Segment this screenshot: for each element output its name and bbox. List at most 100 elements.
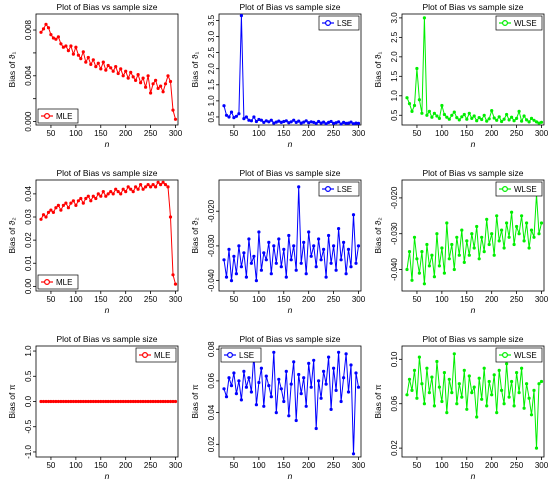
data-point — [297, 185, 301, 189]
data-point — [126, 76, 130, 80]
y-tick-label: 1.5 — [390, 70, 399, 82]
data-point — [237, 244, 241, 248]
data-point — [307, 121, 311, 125]
data-point — [517, 232, 521, 236]
y-tick-label: 1.0 — [24, 345, 33, 357]
data-point — [144, 85, 148, 89]
data-point — [66, 206, 70, 210]
chart-title: Plot of Bias vs sample size — [422, 334, 523, 344]
data-point — [149, 399, 153, 404]
data-point — [492, 373, 496, 377]
data-point — [532, 388, 536, 392]
data-point — [344, 272, 348, 276]
x-tick-label: 250 — [327, 295, 341, 304]
legend-box — [495, 15, 543, 31]
x-tick-label: 50 — [229, 129, 238, 138]
data-point — [171, 108, 175, 112]
data-point — [149, 185, 153, 189]
y-tick-label: -0.040 — [390, 258, 399, 281]
data-point — [490, 393, 494, 397]
data-point — [284, 369, 288, 373]
data-point — [455, 235, 459, 239]
data-point — [422, 16, 426, 20]
data-point — [259, 366, 263, 370]
data-point — [312, 358, 316, 362]
y-tick-label: 0.06 — [207, 373, 216, 389]
data-point — [134, 185, 138, 189]
y-tick-label: 0.03 — [24, 209, 33, 225]
x-tick-label: 200 — [302, 129, 316, 138]
data-point — [114, 65, 118, 69]
data-point — [289, 120, 293, 124]
data-point — [505, 112, 509, 117]
data-point — [94, 65, 98, 69]
data-point — [462, 368, 466, 372]
chart-plot-5: Plot of Bias vs sample size 50 100 150 200 25… — [190, 168, 366, 315]
y-tick-label: 1.0 — [207, 95, 216, 107]
data-point — [497, 115, 501, 119]
x-tick-label: 300 — [535, 295, 549, 304]
x-tick-label: 100 — [435, 295, 449, 304]
data-point — [477, 257, 481, 261]
data-point — [161, 90, 165, 94]
y-tick-label: 0.00 — [24, 278, 33, 294]
legend: MLE — [37, 274, 79, 290]
legend: WLSE — [495, 181, 543, 197]
data-point — [529, 228, 534, 232]
data-point — [332, 244, 336, 248]
data-point — [525, 382, 529, 386]
data-point — [131, 190, 135, 194]
x-tick-label: 200 — [485, 295, 499, 304]
data-point — [156, 399, 160, 404]
data-point — [244, 275, 248, 279]
x-tick-label: 300 — [352, 461, 366, 470]
data-point — [109, 399, 113, 404]
x-tick-label: 50 — [412, 129, 421, 138]
data-point — [457, 253, 461, 257]
data-point — [224, 113, 229, 117]
data-point — [272, 121, 276, 125]
y-axis-label: Bias of π — [7, 384, 17, 418]
data-point — [422, 282, 426, 286]
data-point — [472, 385, 476, 389]
data-point — [527, 120, 531, 124]
data-point — [279, 120, 283, 124]
data-point — [529, 116, 534, 120]
data-point — [74, 399, 78, 404]
data-point — [39, 217, 43, 221]
data-point — [442, 112, 446, 117]
data-point — [222, 104, 226, 108]
data-point — [111, 69, 115, 73]
data-point — [342, 376, 346, 380]
data-point — [156, 86, 160, 90]
data-point — [477, 376, 481, 380]
data-point — [44, 22, 48, 26]
data-point — [96, 399, 100, 404]
y-tick-label: -1.0 — [24, 445, 33, 459]
legend-box — [318, 15, 360, 31]
data-point — [447, 117, 451, 121]
data-point — [168, 215, 173, 219]
x-axis-label: n — [105, 139, 110, 149]
data-point — [487, 117, 491, 121]
data-point — [89, 62, 93, 66]
data-point — [51, 36, 56, 40]
data-point — [442, 371, 446, 375]
chart-title: Plot of Bias vs sample size — [56, 2, 157, 12]
data-point — [106, 192, 110, 196]
plot-frame — [401, 345, 545, 458]
data-point — [457, 382, 461, 386]
chart-plot-2: Plot of Bias vs sample size 50 100 150 200 25… — [190, 2, 366, 149]
data-point — [322, 247, 326, 251]
data-point — [277, 377, 281, 381]
chart-plot-1: Plot of Bias vs sample size 50 100 150 200 25… — [7, 2, 183, 149]
data-point — [507, 235, 511, 239]
data-point — [159, 84, 163, 88]
data-point — [415, 257, 419, 261]
legend-label: LSE — [337, 19, 352, 28]
data-point — [467, 374, 471, 378]
data-point — [490, 109, 494, 113]
data-point — [277, 237, 281, 241]
data-point — [227, 115, 231, 119]
